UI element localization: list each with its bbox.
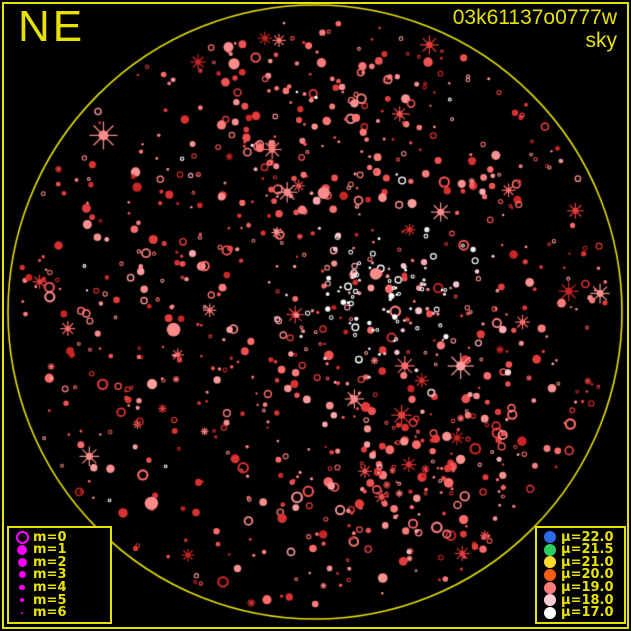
magnitude-marker-icon	[11, 598, 33, 603]
legend-item: μ=19.0	[539, 580, 622, 596]
mu-color-marker-icon	[539, 606, 561, 619]
magnitude-marker-icon	[11, 611, 33, 615]
mu-color-marker-icon	[539, 568, 561, 581]
legend-item: m=2	[11, 554, 108, 570]
mu-color-marker-icon	[539, 556, 561, 569]
legend-item-label: μ=17.0	[561, 605, 614, 621]
mu-color-marker-icon	[539, 531, 561, 543]
legend-item-label: μ=22.0	[561, 529, 614, 545]
legend-item: m=6	[11, 605, 108, 621]
legend-item-label: m=2	[33, 554, 67, 570]
surface-brightness-legend: μ=22.0 μ=21.5 μ=21.0 μ=20.0 μ=19.0 μ=18.0 μ=17…	[535, 526, 626, 624]
legend-item-label: μ=20.0	[561, 567, 614, 583]
legend-item: m=3	[11, 567, 108, 583]
legend-item: m=0	[11, 529, 108, 545]
legend-item-label: m=6	[33, 605, 67, 621]
plot-subtitle: sky	[585, 29, 618, 52]
legend-item: m=5	[11, 592, 108, 608]
legend-item-label: m=4	[33, 580, 67, 596]
legend-item-label: m=1	[33, 542, 67, 558]
legend-item-label: μ=18.0	[561, 592, 614, 608]
orientation-label: NE	[18, 2, 86, 51]
plot-title: 03k61137o0777w	[452, 6, 617, 29]
legend-item-label: μ=19.0	[561, 580, 614, 596]
legend-item: m=4	[11, 580, 108, 596]
legend-item-label: m=0	[33, 529, 67, 545]
magnitude-legend: m=0 m=1 m=2 m=3 m=4 m=5 m=6	[7, 526, 112, 624]
mu-color-marker-icon	[539, 543, 561, 556]
legend-item: m=1	[11, 542, 108, 558]
legend-item: μ=17.0	[539, 605, 622, 621]
legend-item: μ=18.0	[539, 592, 622, 608]
legend-item: μ=20.0	[539, 567, 622, 583]
mu-color-marker-icon	[539, 581, 561, 594]
legend-item-label: μ=21.5	[561, 542, 614, 558]
legend-item: μ=22.0	[539, 529, 622, 545]
magnitude-marker-icon	[11, 557, 33, 567]
mu-color-marker-icon	[539, 594, 561, 607]
legend-item: μ=21.5	[539, 542, 622, 558]
magnitude-marker-icon	[11, 544, 33, 555]
legend-item: μ=21.0	[539, 554, 622, 570]
legend-item-label: m=5	[33, 592, 67, 608]
legend-item-label: μ=21.0	[561, 554, 614, 570]
magnitude-marker-icon	[11, 530, 33, 544]
magnitude-marker-icon	[11, 571, 33, 579]
title-block: 03k61137o0777w sky	[453, 6, 617, 52]
magnitude-marker-icon	[11, 584, 33, 591]
legend-item-label: m=3	[33, 567, 67, 583]
